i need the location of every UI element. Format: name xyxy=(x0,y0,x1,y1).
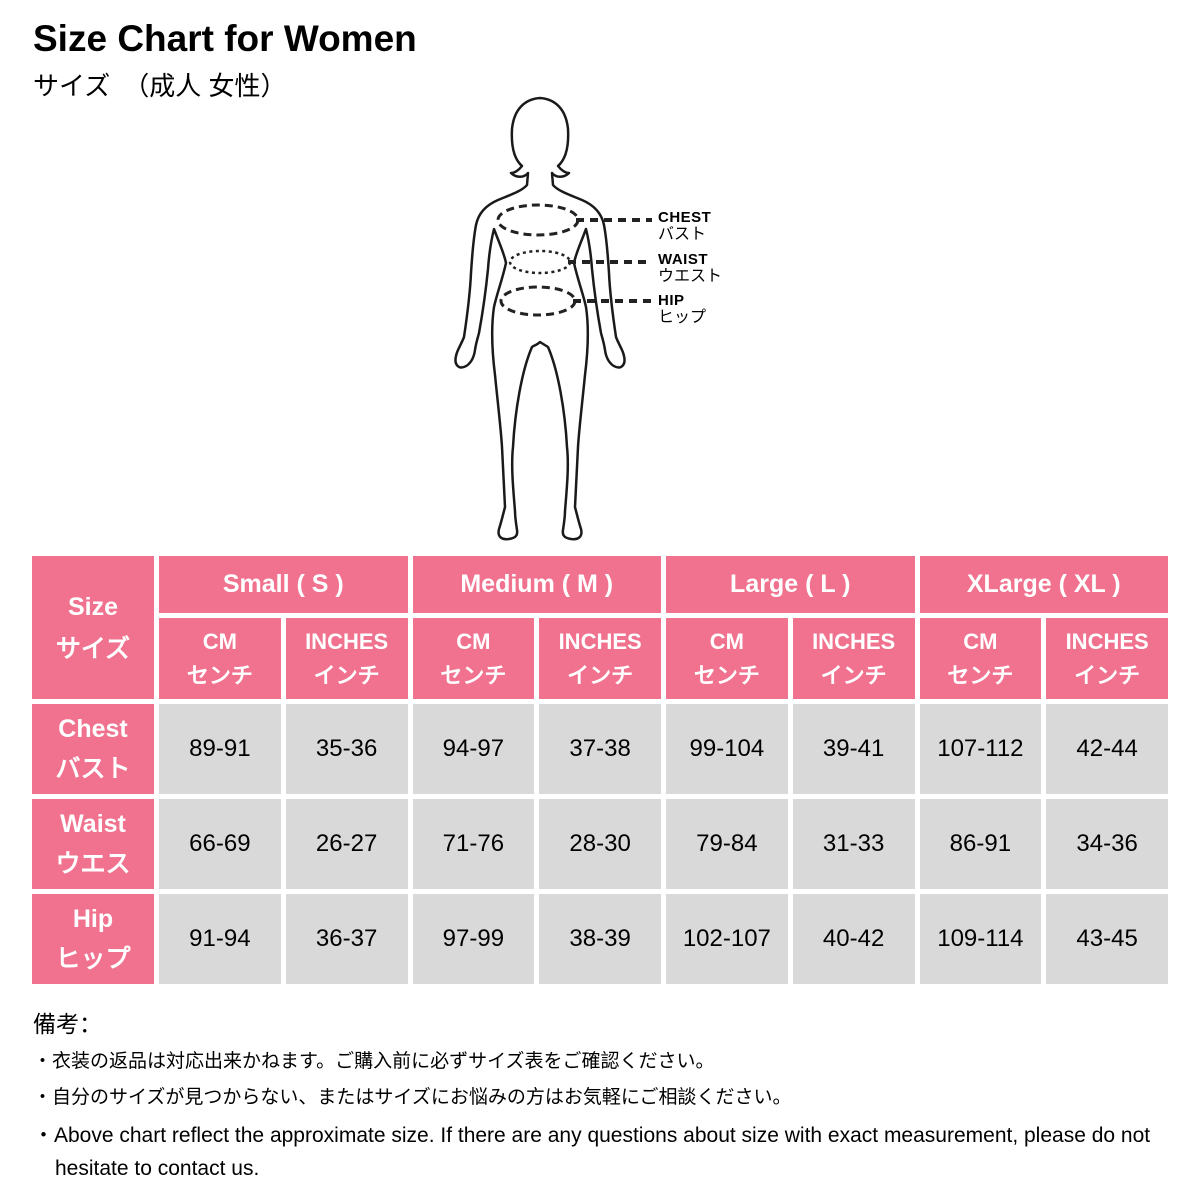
size-group-large: Large ( L ) xyxy=(666,556,915,613)
row-label-ja: バスト xyxy=(55,755,131,783)
waist-medium-cm: 71-76 xyxy=(412,799,535,889)
unit-cm-ja: センチ xyxy=(693,662,760,688)
chest-label-en: CHEST xyxy=(658,209,712,226)
unit-header-cm: CM センチ xyxy=(919,618,1042,699)
hip-large-inches: 40-42 xyxy=(792,894,915,984)
size-header-en: Size xyxy=(67,592,119,621)
row-label-en: Chest xyxy=(58,715,128,743)
note-return-policy: ・衣装の返品は対応出来かねます。ご購入前に必ずサイズ表をご確認ください。 xyxy=(33,1051,715,1072)
waist-xlarge-inches: 34-36 xyxy=(1046,799,1168,889)
waist-small-cm: 66-69 xyxy=(159,799,281,889)
chest-small-inches: 35-36 xyxy=(285,704,408,794)
waist-xlarge-cm: 86-91 xyxy=(919,799,1042,889)
unit-header-cm: CM センチ xyxy=(412,618,535,699)
hip-label-en: HIP xyxy=(658,292,685,309)
hip-medium-cm: 97-99 xyxy=(412,894,535,984)
unit-inches-en: INCHES xyxy=(1065,628,1149,654)
page-subtitle: サイズ （成人 女性） xyxy=(33,71,287,101)
unit-inches-ja: インチ xyxy=(567,662,634,688)
hip-small-inches: 36-37 xyxy=(285,894,408,984)
hip-xlarge-inches: 43-45 xyxy=(1046,894,1168,984)
unit-inches-en: INCHES xyxy=(812,628,896,654)
waist-label: WAIST ウエスト xyxy=(658,251,722,286)
unit-inches-en: INCHES xyxy=(558,628,642,654)
size-group-xlarge: XLarge ( XL ) xyxy=(919,556,1168,613)
body-silhouette xyxy=(454,96,626,541)
unit-inches-ja: インチ xyxy=(313,662,380,688)
body-measurement-figure xyxy=(440,95,660,545)
hip-label-ja: ヒップ xyxy=(658,309,707,326)
hip-label: HIP ヒップ xyxy=(658,292,706,327)
size-header-cell: Size サイズ xyxy=(32,556,154,699)
unit-header-inches: INCHES インチ xyxy=(285,618,408,699)
unit-cm-ja: センチ xyxy=(186,662,253,688)
row-label-hip: Hip ヒップ xyxy=(32,894,154,984)
hip-large-cm: 102-107 xyxy=(666,894,788,984)
hip-xlarge-cm: 109-114 xyxy=(919,894,1042,984)
unit-inches-ja: インチ xyxy=(820,662,887,688)
unit-header-inches: INCHES インチ xyxy=(539,618,661,699)
unit-cm-en: CM xyxy=(202,628,237,654)
unit-header-inches: INCHES インチ xyxy=(792,618,915,699)
size-chart-table: Size サイズ Small ( S ) Medium ( M ) Large … xyxy=(27,551,1173,989)
note-approximate-size: ・Above chart reflect the approximate siz… xyxy=(33,1124,1151,1180)
unit-header-cm: CM センチ xyxy=(666,618,788,699)
chest-xlarge-cm: 107-112 xyxy=(919,704,1042,794)
chest-large-inches: 39-41 xyxy=(792,704,915,794)
row-label-en: Hip xyxy=(72,905,114,933)
row-label-ja: ヒップ xyxy=(55,945,131,973)
waist-small-inches: 26-27 xyxy=(285,799,408,889)
waist-large-cm: 79-84 xyxy=(666,799,788,889)
notes-heading: 備考： xyxy=(33,1011,102,1037)
chest-label-ja: バスト xyxy=(658,226,707,243)
row-label-ja: ウエス xyxy=(55,850,131,878)
chest-large-cm: 99-104 xyxy=(666,704,788,794)
unit-cm-en: CM xyxy=(963,628,998,654)
unit-cm-ja: センチ xyxy=(947,662,1014,688)
unit-cm-en: CM xyxy=(709,628,744,654)
unit-header-cm: CM センチ xyxy=(159,618,281,699)
waist-label-en: WAIST xyxy=(658,251,708,268)
row-label-en: Waist xyxy=(60,810,126,838)
unit-cm-en: CM xyxy=(456,628,491,654)
unit-inches-en: INCHES xyxy=(305,628,389,654)
unit-inches-ja: インチ xyxy=(1074,662,1141,688)
female-silhouette-svg xyxy=(454,96,652,541)
page-title: Size Chart for Women xyxy=(33,18,417,59)
chest-small-cm: 89-91 xyxy=(159,704,281,794)
note-size-help: ・自分のサイズが見つからない、またはサイズにお悩みの方はお気軽にご相談ください。 xyxy=(33,1087,792,1108)
chest-medium-cm: 94-97 xyxy=(412,704,535,794)
row-label-waist: Waist ウエス xyxy=(32,799,154,889)
waist-large-inches: 31-33 xyxy=(792,799,915,889)
chest-label: CHEST バスト xyxy=(658,209,711,244)
size-group-medium: Medium ( M ) xyxy=(412,556,661,613)
size-header-ja: サイズ xyxy=(55,634,131,663)
size-group-small: Small ( S ) xyxy=(159,556,408,613)
unit-cm-ja: センチ xyxy=(440,662,507,688)
hip-small-cm: 91-94 xyxy=(159,894,281,984)
waist-medium-inches: 28-30 xyxy=(539,799,661,889)
unit-header-inches: INCHES インチ xyxy=(1046,618,1168,699)
row-label-chest: Chest バスト xyxy=(32,704,154,794)
chest-medium-inches: 37-38 xyxy=(539,704,661,794)
waist-label-ja: ウエスト xyxy=(658,268,723,285)
chest-xlarge-inches: 42-44 xyxy=(1046,704,1168,794)
hip-medium-inches: 38-39 xyxy=(539,894,661,984)
